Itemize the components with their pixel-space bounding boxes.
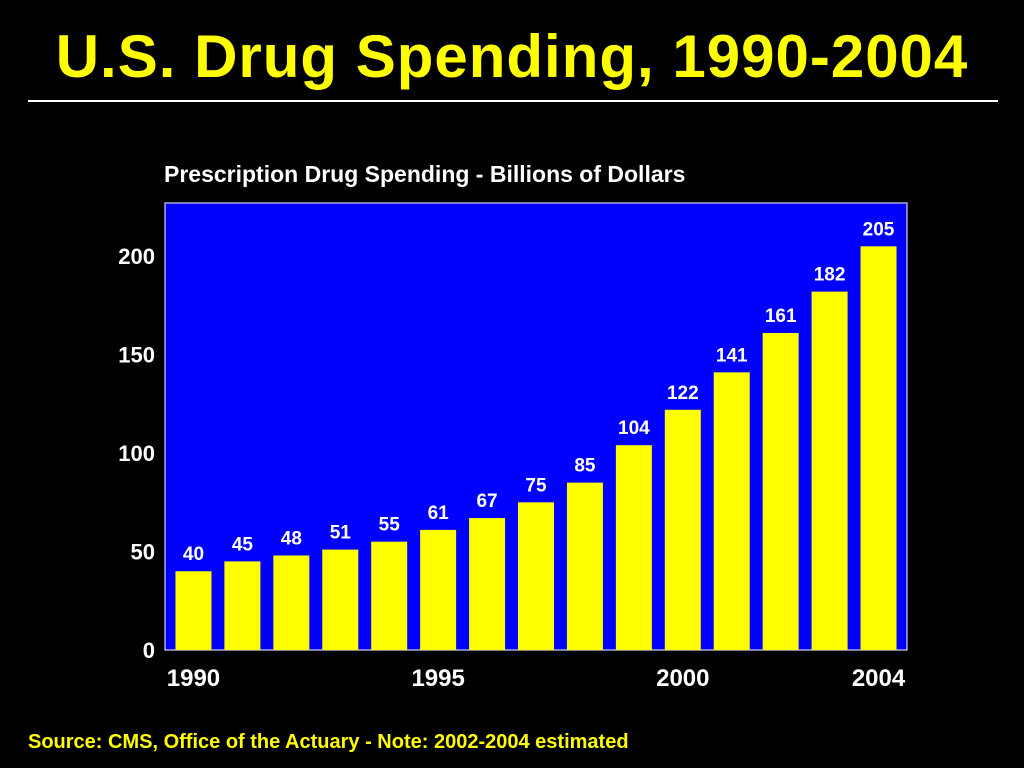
bar-1999 — [615, 445, 652, 650]
x-tick-label: 1995 — [411, 665, 464, 692]
bar-value-label: 141 — [716, 345, 748, 366]
bar-value-labels: 40 45 48 51 55 61 67 75 85 104 122 141 161 182 205 — [183, 219, 895, 565]
x-tick-label: 1990 — [167, 665, 220, 692]
y-tick-label: 100 — [118, 441, 155, 466]
bar-value-label: 40 — [183, 544, 204, 565]
bar-value-label: 122 — [667, 383, 699, 404]
chart-title: Prescription Drug Spending - Billions of… — [164, 161, 686, 187]
y-tick-label: 50 — [131, 540, 155, 565]
bar-value-label: 205 — [863, 219, 895, 240]
bar-2002 — [762, 332, 799, 650]
bar-value-label: 48 — [281, 528, 302, 549]
bar-value-label: 61 — [428, 503, 450, 524]
bar-1994 — [371, 541, 408, 650]
bar-1993 — [322, 549, 359, 650]
bar-value-label: 161 — [765, 306, 797, 327]
bar-value-label: 182 — [814, 265, 846, 286]
bar-1990 — [175, 571, 212, 650]
y-tick-label: 150 — [118, 343, 155, 368]
title-divider — [28, 100, 998, 102]
bar-1991 — [224, 561, 261, 650]
y-tick-label: 0 — [143, 638, 155, 663]
x-tick-label: 2004 — [852, 665, 906, 692]
slide-title: U.S. Drug Spending, 1990-2004 — [55, 23, 969, 90]
bar-value-label: 85 — [574, 456, 596, 477]
bar-1995 — [420, 529, 457, 650]
bar-1998 — [566, 482, 603, 650]
bar-value-label: 51 — [330, 523, 352, 544]
bar-2004 — [860, 246, 897, 650]
y-tick-label: 200 — [118, 244, 155, 269]
source-note: Source: CMS, Office of the Actuary - Not… — [28, 731, 629, 753]
x-axis-ticks: 1990 1995 2000 2004 — [167, 665, 906, 692]
bar-value-label: 45 — [232, 534, 254, 555]
bar-2000 — [664, 409, 701, 650]
bar-1997 — [518, 502, 554, 650]
bar-value-label: 104 — [618, 418, 650, 439]
bar-value-label: 75 — [525, 475, 547, 496]
bar-2003 — [811, 291, 848, 650]
bar-value-label: 55 — [379, 515, 401, 536]
x-tick-label: 2000 — [656, 665, 709, 692]
bar-1996 — [469, 518, 506, 650]
bar-2001 — [713, 372, 750, 650]
bar-value-label: 67 — [476, 491, 497, 512]
y-axis-ticks: 0 50 100 150 200 — [118, 244, 155, 663]
bar-1992 — [273, 555, 310, 650]
bars — [175, 246, 897, 650]
